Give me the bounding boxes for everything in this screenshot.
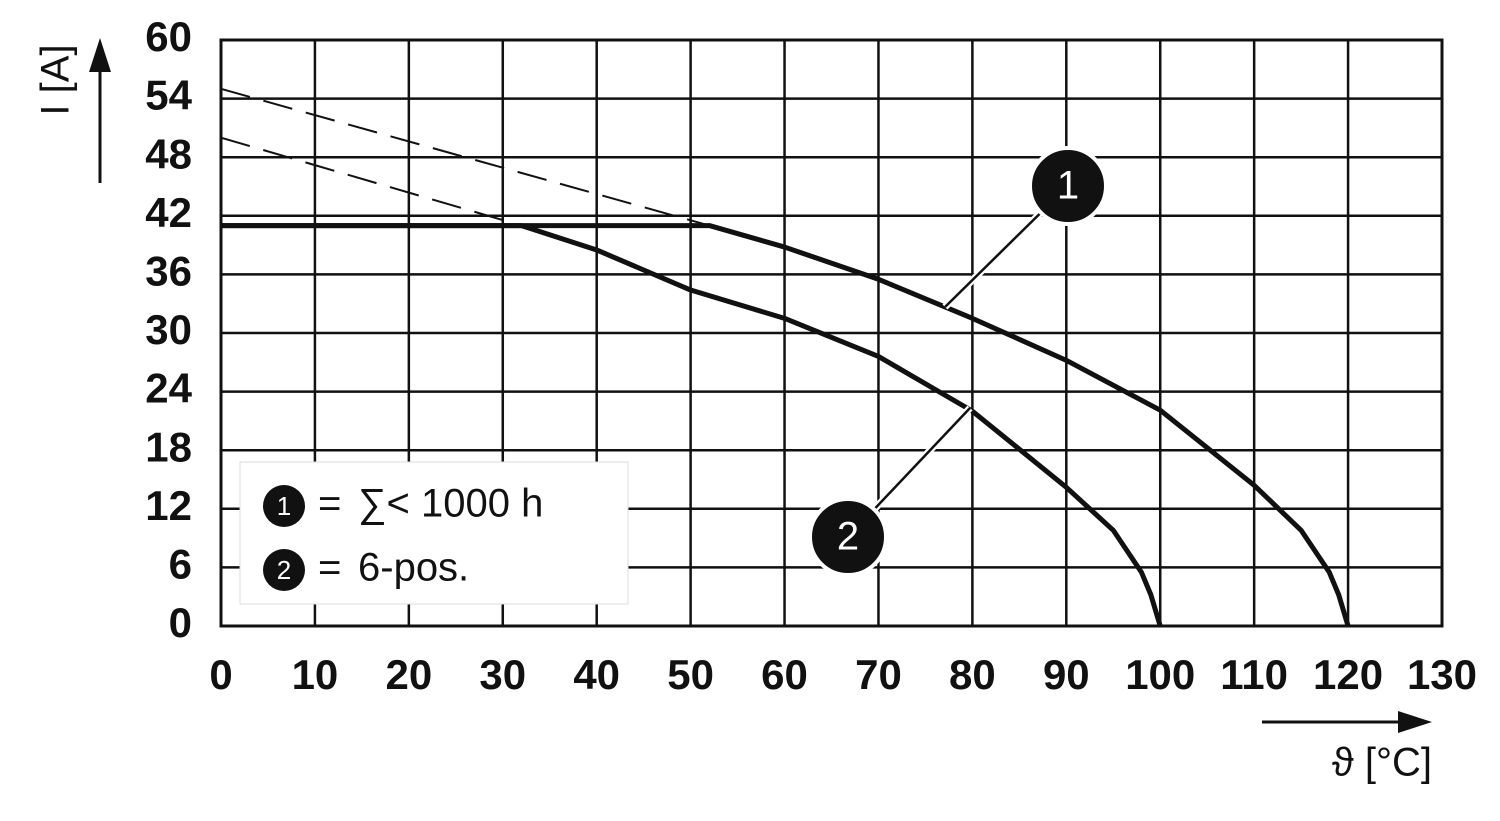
x-tick-label: 10 (292, 651, 339, 698)
x-tick-label: 100 (1125, 651, 1195, 698)
legend-separator: = (318, 482, 341, 526)
legend-box (239, 461, 629, 605)
dashed-line (220, 136, 522, 227)
curve (221, 223, 1351, 627)
x-tick-label: 20 (385, 651, 432, 698)
legend-marker-label: 2 (277, 555, 291, 585)
legend-separator: = (318, 546, 341, 590)
callout-label: 2 (837, 515, 859, 559)
callout-circle (808, 497, 888, 577)
x-tick-label: 120 (1313, 651, 1383, 698)
y-tick-label: 48 (145, 130, 192, 177)
curve (221, 223, 1163, 627)
x-axis-label: ϑ [°C] (1332, 741, 1432, 785)
callout-label: 1 (1057, 164, 1079, 208)
x-arrow-head (1398, 711, 1432, 733)
dashed-line (220, 87, 710, 227)
y-tick-label: 6 (169, 540, 192, 587)
legend-label: 6-pos. (358, 546, 469, 590)
x-tick-label: 70 (855, 651, 902, 698)
x-tick-label: 110 (1220, 651, 1288, 698)
x-tick-label: 90 (1043, 651, 1090, 698)
y-tick-label: 42 (145, 189, 192, 236)
x-tick-label: 80 (949, 651, 996, 698)
legend-marker (263, 549, 305, 591)
y-tick-label: 24 (145, 365, 192, 412)
y-tick-label: 12 (145, 482, 192, 529)
legend-marker (263, 485, 305, 527)
callout-circle (1028, 146, 1108, 226)
y-tick-label: 60 (145, 13, 192, 60)
y-tick-label: 30 (145, 306, 192, 353)
x-tick-label: 60 (761, 651, 808, 698)
y-tick-label: 18 (145, 423, 192, 470)
legend-marker-label: 1 (277, 491, 291, 521)
y-tick-label: 36 (145, 247, 192, 294)
y-tick-label: 54 (145, 72, 192, 119)
x-tick-label: 30 (479, 651, 526, 698)
y-tick-label: 0 (169, 599, 192, 646)
x-tick-label: 50 (667, 651, 714, 698)
x-tick-label: 0 (209, 651, 232, 698)
y-axis-label: I [A] (34, 44, 78, 115)
x-tick-label: 40 (573, 651, 620, 698)
legend-label: ∑< 1000 h (358, 482, 543, 526)
y-arrow-head (89, 38, 111, 72)
x-tick-label: 130 (1407, 651, 1477, 698)
